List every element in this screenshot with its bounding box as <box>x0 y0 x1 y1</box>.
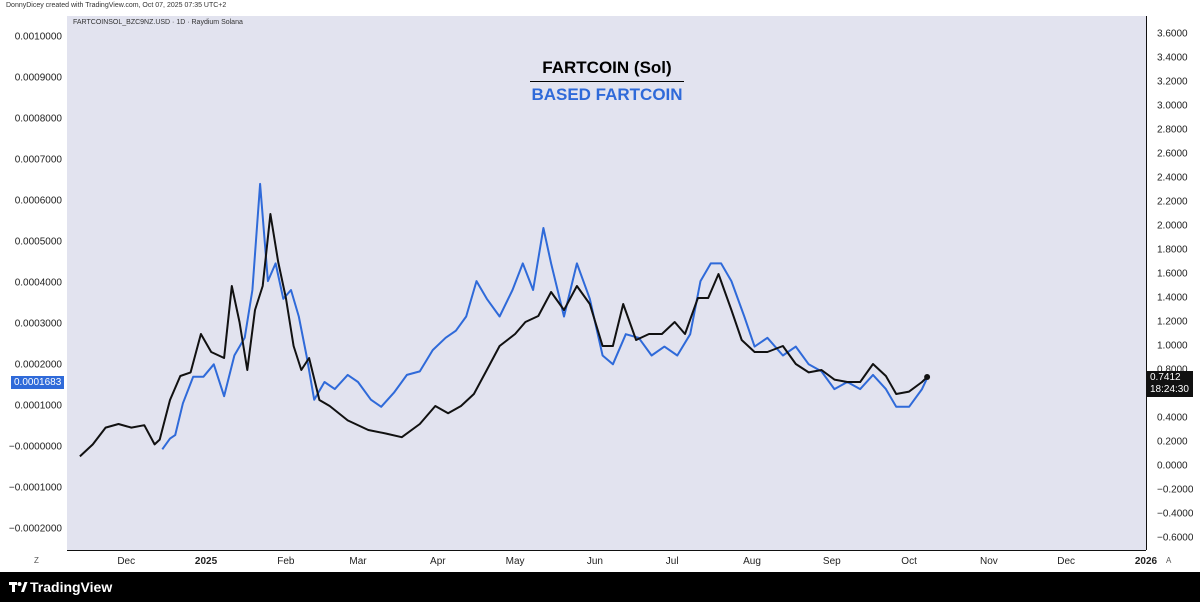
right-axis-tick: −0.2000 <box>1157 484 1194 496</box>
left-axis-tick: 0.0004000 <box>14 277 62 289</box>
right-axis-tick: 0.4000 <box>1157 412 1188 424</box>
right-axis-tick: 2.8000 <box>1157 124 1188 136</box>
left-price-axis[interactable]: 0.0010000 0.0009000 0.0008000 0.0007000 0.00… <box>0 16 67 550</box>
tradingview-brand: TradingView <box>30 579 113 595</box>
left-axis-tick: −0.0002000 <box>8 523 62 535</box>
right-axis-tick: 1.6000 <box>1157 268 1188 280</box>
right-axis-tick: 0.0000 <box>1157 460 1188 472</box>
time-axis-tick: Feb <box>277 556 295 567</box>
right-axis-tick: −0.6000 <box>1157 532 1194 544</box>
right-axis-tick: 1.2000 <box>1157 316 1188 328</box>
plot-area[interactable] <box>67 16 1146 550</box>
time-axis-tick: Aug <box>743 556 761 567</box>
chart-credit: DonnyDicey created with TradingView.com,… <box>6 2 227 9</box>
left-axis-tick: −0.0000000 <box>8 441 62 453</box>
symbol-info: FARTCOINSOL_BZC9NZ.USD · 1D · Raydium So… <box>73 19 243 26</box>
left-axis-tick: 0.0002000 <box>14 359 62 371</box>
time-axis-tick: 2026 <box>1134 556 1158 567</box>
chart-svg <box>79 182 931 458</box>
fartcoin-last-point <box>924 374 931 381</box>
right-axis-tick: 2.2000 <box>1157 196 1188 208</box>
right-countdown: 18:24:30 <box>1150 384 1189 395</box>
right-axis-tick: −0.4000 <box>1157 508 1194 520</box>
right-axis-tick: 0.2000 <box>1157 436 1188 448</box>
left-axis-tick: 0.0007000 <box>14 154 62 166</box>
left-axis-tick: 0.0003000 <box>14 318 62 330</box>
left-axis-tick: 0.0009000 <box>14 72 62 84</box>
zoom-left-button[interactable]: Z <box>34 556 39 565</box>
left-last-price-label: 0.0001683 <box>11 376 65 389</box>
right-axis-tick: 2.6000 <box>1157 148 1188 160</box>
left-axis-tick: −0.0001000 <box>8 482 62 494</box>
right-axis-tick: 3.6000 <box>1157 28 1188 40</box>
tradingview-logo-icon <box>9 582 28 592</box>
right-axis-tick: 0.8000 <box>1157 364 1188 376</box>
title-based-fartcoin: BASED FARTCOIN <box>531 85 683 104</box>
tradingview-footer: TradingView <box>0 572 1200 602</box>
auto-scale-button[interactable]: A <box>1166 556 1172 565</box>
time-axis-tick: Dec <box>1057 556 1076 567</box>
right-axis-tick: 3.0000 <box>1157 100 1188 112</box>
title-fartcoin: FARTCOIN (Sol) <box>530 58 684 82</box>
based-fartcoin-line[interactable] <box>161 182 929 450</box>
time-axis-tick: Sep <box>822 556 841 567</box>
chart-frame: DonnyDicey created with TradingView.com,… <box>0 0 1200 572</box>
time-axis-tick: Dec <box>117 556 136 567</box>
right-last-price-label: 0.7412 18:24:30 <box>1146 371 1193 397</box>
time-axis-tick: Jun <box>586 556 603 567</box>
left-axis-tick: 0.0010000 <box>14 31 62 43</box>
time-axis-tick: Mar <box>349 556 367 567</box>
time-axis-tick: May <box>505 556 525 567</box>
right-axis-tick: 1.8000 <box>1157 244 1188 256</box>
right-last-price-value: 0.7412 <box>1150 372 1181 383</box>
right-axis-tick: 2.4000 <box>1157 172 1188 184</box>
time-axis-tick: Oct <box>901 556 917 567</box>
right-axis-tick: 3.2000 <box>1157 76 1188 88</box>
time-axis-tick: 2025 <box>194 556 218 567</box>
fartcoin-line[interactable] <box>79 213 928 458</box>
chart-title-block: FARTCOIN (Sol) BASED FARTCOIN <box>530 58 684 105</box>
right-axis-tick: 3.4000 <box>1157 52 1188 64</box>
right-axis-tick: 2.0000 <box>1157 220 1188 232</box>
time-axis-tick: Apr <box>430 556 446 567</box>
time-axis-tick: Jul <box>665 556 679 567</box>
left-axis-tick: 0.0006000 <box>14 195 62 207</box>
left-axis-tick: 0.0001000 <box>14 400 62 412</box>
right-axis-tick: 1.0000 <box>1157 340 1188 352</box>
right-axis-tick: 1.4000 <box>1157 292 1188 304</box>
right-price-axis[interactable]: 3.6000 3.4000 3.2000 3.0000 2.8000 2.6000 2.40… <box>1146 16 1200 550</box>
left-axis-tick: 0.0005000 <box>14 236 62 248</box>
time-axis[interactable]: Dec 2025 Feb Mar Apr May Jun Jul Aug Sep Oct Nov Dec… <box>67 550 1157 572</box>
left-axis-tick: 0.0008000 <box>14 113 62 125</box>
time-axis-tick: Nov <box>980 556 998 567</box>
